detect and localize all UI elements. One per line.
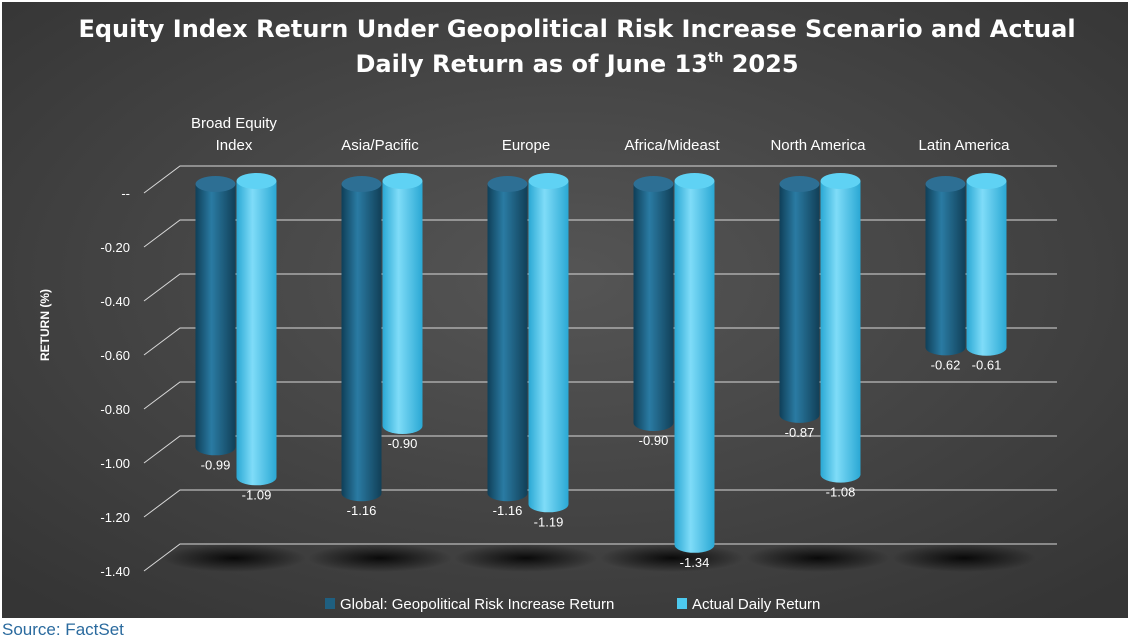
gridline xyxy=(143,543,1057,572)
category-labels: Broad Equity Index Asia/Pacific Europe Afric… xyxy=(191,115,1010,154)
bar-1 xyxy=(487,176,528,502)
chart-title-line-1: Equity Index Return Under Geopolitical R… xyxy=(78,15,1075,43)
legend-label-series-1: Global: Geopolitical Risk Increase Retur… xyxy=(340,596,614,613)
bar-cap xyxy=(674,173,715,189)
gridline xyxy=(143,489,1057,518)
y-tick-label: -- xyxy=(121,186,130,201)
data-label: -0.87 xyxy=(785,425,815,440)
category-label: North America xyxy=(770,137,866,154)
bar-cap xyxy=(382,173,423,189)
floor-shadow xyxy=(308,544,452,572)
bar-cap xyxy=(966,173,1007,189)
floor-shadow xyxy=(600,544,744,572)
bars xyxy=(195,173,1007,553)
data-labels: -0.99 -1.09 -1.16 -0.90 -1.16 -1.19 -0.90 -1.34… xyxy=(201,357,1002,569)
bar-cap xyxy=(528,173,569,189)
bar-1 xyxy=(195,176,236,456)
floor-shadow xyxy=(162,544,306,572)
y-axis-ticks: -- -0.20 -0.40 -0.60 -0.80 -1.00 -1.20 -1.40 xyxy=(100,186,130,579)
category-label: Latin America xyxy=(919,137,1011,154)
y-tick-label: -1.00 xyxy=(100,456,130,471)
chart-title: Equity Index Return Under Geopolitical R… xyxy=(78,15,1075,78)
gridline xyxy=(143,273,1057,302)
y-tick-label: -0.40 xyxy=(100,294,130,309)
chart-svg: Equity Index Return Under Geopolitical R… xyxy=(2,2,1128,618)
bar-cap xyxy=(820,173,861,189)
legend-swatch-series-2 xyxy=(677,598,687,609)
bar-cap xyxy=(779,176,820,192)
y-axis-title: RETURN (%) xyxy=(38,289,52,361)
bar-2 xyxy=(966,173,1007,356)
bar-cap xyxy=(633,176,674,192)
bar-cap xyxy=(925,176,966,192)
bar-1 xyxy=(925,176,966,356)
bar-body xyxy=(195,184,236,456)
data-label: -1.16 xyxy=(493,503,523,518)
bar-2 xyxy=(528,173,569,513)
bar-cap xyxy=(487,176,528,192)
category-label: Broad Equity Index xyxy=(191,115,277,154)
bar-body xyxy=(633,184,674,431)
legend: Global: Geopolitical Risk Increase Retur… xyxy=(325,596,820,613)
category-label: Africa/Mideast xyxy=(624,137,720,154)
floor-shadow xyxy=(454,544,598,572)
floor-shadows xyxy=(162,544,1036,572)
gridline xyxy=(143,327,1057,356)
source-note: Source: FactSet xyxy=(2,620,124,639)
bar-body xyxy=(341,184,382,502)
data-label: -0.99 xyxy=(201,457,231,472)
bar-2 xyxy=(236,173,277,486)
y-tick-label: -0.80 xyxy=(100,402,130,417)
category-label: Europe xyxy=(502,137,550,154)
y-tick-label: -0.20 xyxy=(100,240,130,255)
bar-2 xyxy=(674,173,715,553)
bar-body xyxy=(487,184,528,502)
data-label: -1.19 xyxy=(534,514,564,529)
data-label: -1.09 xyxy=(242,487,272,502)
bar-body xyxy=(779,184,820,423)
bar-1 xyxy=(341,176,382,502)
y-tick-label: -0.60 xyxy=(100,348,130,363)
bar-body xyxy=(528,181,569,513)
y-tick-label: -1.40 xyxy=(100,564,130,579)
legend-label-series-2: Actual Daily Return xyxy=(692,596,820,613)
gridline xyxy=(143,381,1057,410)
data-label: -0.62 xyxy=(931,357,961,372)
data-label: -0.90 xyxy=(388,436,418,451)
bar-body xyxy=(236,181,277,486)
bar-body xyxy=(966,181,1007,356)
data-label: -1.08 xyxy=(826,485,856,500)
bar-1 xyxy=(633,176,674,431)
gridline xyxy=(143,435,1057,464)
bar-2 xyxy=(820,173,861,483)
y-tick-label: -1.20 xyxy=(100,510,130,525)
chart-panel: Equity Index Return Under Geopolitical R… xyxy=(2,2,1128,618)
data-label: -0.61 xyxy=(972,358,1002,373)
data-label: -1.16 xyxy=(347,503,377,518)
gridline xyxy=(143,165,1057,194)
bar-2 xyxy=(382,173,423,434)
data-label: -1.34 xyxy=(680,555,710,570)
bar-cap xyxy=(195,176,236,192)
gridlines xyxy=(143,165,1057,572)
bar-body xyxy=(674,181,715,553)
legend-swatch-series-1 xyxy=(325,598,335,609)
bar-cap xyxy=(341,176,382,192)
chart-title-line-2: Daily Return as of June 13th 2025 xyxy=(355,50,798,78)
data-label: -0.90 xyxy=(639,433,669,448)
bar-1 xyxy=(779,176,820,423)
bar-body xyxy=(925,184,966,356)
bar-body xyxy=(382,181,423,434)
floor-shadow xyxy=(892,544,1036,572)
bar-cap xyxy=(236,173,277,189)
gridline xyxy=(143,219,1057,248)
category-label: Asia/Pacific xyxy=(341,137,419,154)
floor-shadow xyxy=(746,544,890,572)
bar-body xyxy=(820,181,861,483)
